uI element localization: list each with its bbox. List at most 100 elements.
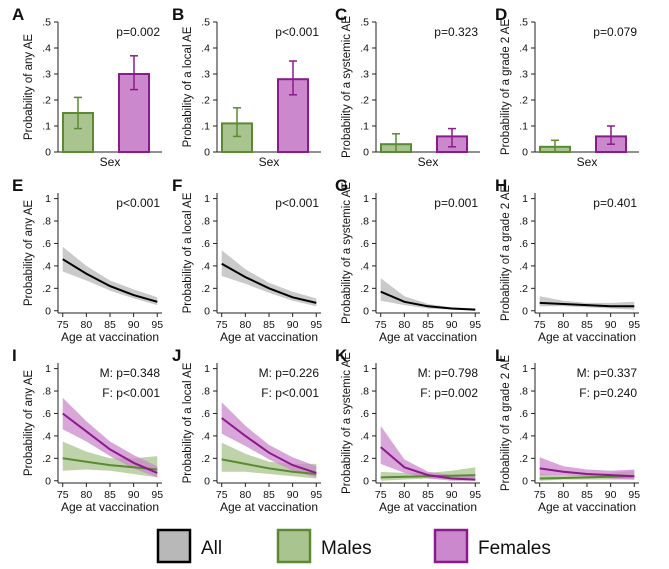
y-tick-label: 0: [204, 305, 210, 317]
ci-band-males: [62, 441, 158, 478]
y-tick-label: 0: [204, 147, 210, 159]
p-value: p=0.079: [593, 25, 637, 39]
x-tick-label: 80: [399, 489, 411, 501]
line-all: [539, 301, 635, 308]
y-tick-label: .4: [360, 43, 369, 55]
panel-D: D 0 .1 .2 .3 .4 .5 Probability of a grade 2 AE S…: [495, 5, 639, 169]
x-tick-label: 75: [375, 489, 387, 501]
y-tick-label: .4: [360, 260, 369, 272]
p-value: F: p=0.240: [579, 386, 637, 400]
y-tick-label: 1: [45, 193, 51, 205]
line-females: [539, 467, 635, 478]
y-tick-label: 1: [363, 193, 369, 205]
y-axis-label: Probability of a grade 2 AE: [500, 355, 512, 491]
x-axis-label: Sex: [259, 155, 280, 169]
x-tick-label: 85: [263, 489, 275, 501]
p-value: M: p=0.798: [418, 366, 479, 380]
p-value: p=0.401: [593, 196, 637, 210]
panel-G: G 0 .2 .4 .6 .8 1 Probability of a systemic AE 7…: [335, 176, 481, 344]
legend: All Males Females: [156, 528, 551, 564]
legend-label-females: Females: [478, 538, 551, 559]
p-value: F: p=0.002: [420, 386, 478, 400]
p-value: F: p<0.001: [261, 386, 319, 400]
x-tick-label: 95: [628, 489, 640, 501]
y-tick-label: .6: [360, 238, 369, 250]
panel-letter: H: [495, 176, 507, 195]
y-tick-label: 0: [45, 475, 51, 487]
y-tick-label: .6: [201, 238, 210, 250]
x-axis-label: Age at vaccination: [538, 330, 636, 344]
y-tick-label: .1: [519, 121, 528, 133]
y-tick-label: 0: [45, 305, 51, 317]
panel-F: F 0 .2 .4 .6 .8 1 Probability of a local AE 75 80…: [172, 176, 322, 344]
panel-letter: F: [172, 176, 182, 195]
line-all: [221, 262, 317, 304]
y-axis-label: Probability of a systemic AE: [341, 16, 353, 158]
p-value: p=0.323: [434, 25, 478, 39]
panel-letter: A: [12, 5, 24, 24]
panel-letter: G: [335, 176, 348, 195]
panel-K: K 0 .2 .4 .6 .8 1 Probability of a systemic AE 7…: [335, 346, 481, 514]
panel-letter: L: [495, 346, 505, 365]
panel-letter: I: [12, 346, 17, 365]
panel-C: C 0 .1 .2 .3 .4 .5 Probability of a systemic AE…: [335, 5, 480, 169]
x-tick-label: 80: [81, 319, 93, 331]
y-tick-label: 1: [522, 363, 528, 375]
ci-band-all: [221, 250, 317, 307]
x-axis-label: Sex: [577, 155, 598, 169]
x-tick-label: 75: [534, 489, 546, 501]
y-tick-label: .2: [201, 283, 210, 295]
y-tick-label: .5: [519, 17, 528, 29]
y-tick-label: .3: [360, 69, 369, 81]
y-tick-label: 0: [363, 147, 369, 159]
x-tick-label: 85: [104, 319, 116, 331]
line-males: [539, 475, 635, 480]
x-axis-label: Age at vaccination: [61, 330, 159, 344]
x-tick-label: 80: [240, 319, 252, 331]
y-axis-label: Probability of any AE: [23, 34, 35, 140]
y-tick-label: .4: [42, 43, 51, 55]
y-tick-label: .2: [42, 95, 51, 107]
y-tick-label: 0: [522, 147, 528, 159]
p-value: p<0.001: [116, 196, 160, 210]
y-tick-label: .2: [360, 95, 369, 107]
y-tick-label: .3: [519, 69, 528, 81]
y-tick-label: .6: [201, 408, 210, 420]
legend-swatch-males: [276, 528, 312, 564]
x-tick-label: 80: [240, 489, 252, 501]
panel-J: J 0 .2 .4 .6 .8 1 Probability of a local AE 75 80…: [172, 346, 322, 514]
y-tick-label: .4: [519, 430, 528, 442]
y-axis-label: Probability of a local AE: [182, 362, 194, 483]
y-tick-label: 1: [522, 193, 528, 205]
y-tick-label: 1: [45, 363, 51, 375]
p-value: M: p=0.226: [259, 366, 320, 380]
y-tick-label: .5: [360, 17, 369, 29]
x-tick-label: 90: [128, 489, 140, 501]
y-tick-label: .1: [360, 121, 369, 133]
x-tick-label: 95: [469, 319, 481, 331]
y-tick-label: .3: [42, 69, 51, 81]
y-tick-label: .2: [201, 453, 210, 465]
x-tick-label: 90: [128, 319, 140, 331]
p-value: p<0.001: [275, 196, 319, 210]
y-tick-label: .8: [42, 216, 51, 228]
y-tick-label: .3: [201, 69, 210, 81]
y-tick-label: .2: [42, 453, 51, 465]
y-tick-label: .2: [360, 283, 369, 295]
x-tick-label: 80: [558, 489, 570, 501]
x-tick-label: 75: [216, 319, 228, 331]
x-tick-label: 75: [57, 489, 69, 501]
legend-label-males: Males: [321, 538, 372, 559]
y-tick-label: .2: [42, 283, 51, 295]
panel-E: E 0 .2 .4 .6 .8 1 Probability of any AE 75 80 85 90…: [12, 176, 163, 344]
y-tick-label: .6: [360, 408, 369, 420]
y-tick-label: .6: [519, 238, 528, 250]
x-axis-label: Age at vaccination: [220, 500, 318, 514]
line-males: [62, 457, 158, 471]
y-tick-label: .4: [360, 430, 369, 442]
line-males: [221, 458, 317, 475]
y-tick-label: .2: [519, 453, 528, 465]
y-tick-label: 1: [363, 363, 369, 375]
y-axis-label: Probability of any AE: [23, 370, 35, 476]
ci-band-females: [62, 397, 158, 478]
